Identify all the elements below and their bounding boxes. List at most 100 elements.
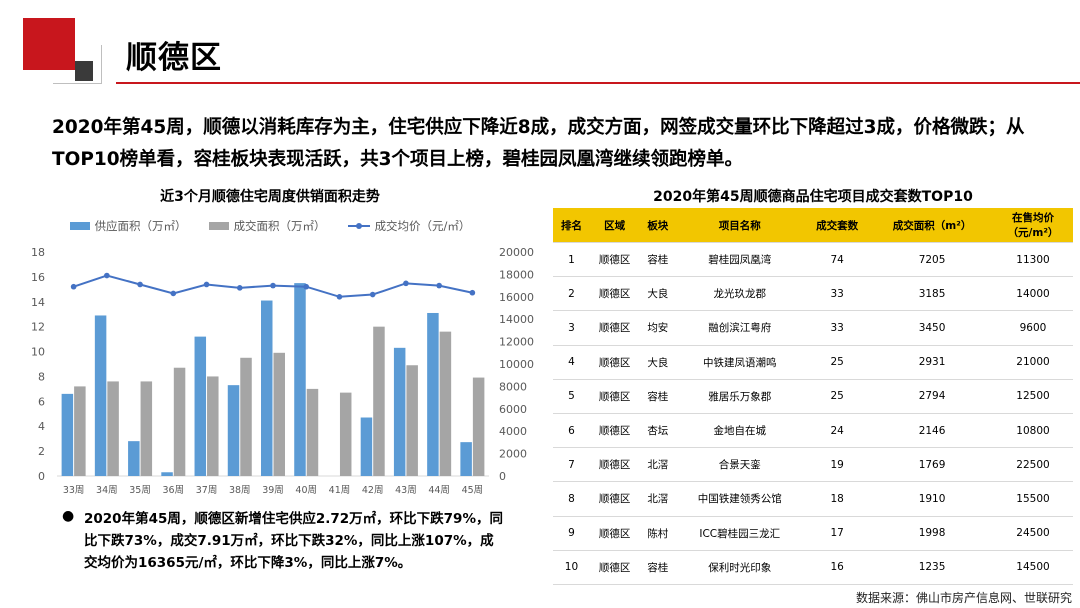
table-row: 6 顺德区 杏坛 金地自在城 24 2146 10800 [553, 412, 1073, 448]
table-cell: 8 [553, 481, 590, 516]
y-tick-label: 4 [38, 420, 45, 433]
table-cell: 顺德区 [589, 344, 640, 380]
table-cell: 24 [803, 412, 872, 448]
table-cell: 14500 [993, 549, 1073, 585]
supply-bar [294, 283, 306, 476]
table-header-cell: 区域 [589, 208, 640, 243]
table-cell: 7 [553, 447, 590, 482]
legend-supply-label: 供应面积（万㎡） [94, 219, 187, 233]
table-cell: 9600 [993, 310, 1073, 346]
y2-tick-label: 16000 [499, 291, 534, 304]
price-point [70, 283, 77, 290]
chart-title: 近3个月顺德住宅周度供销面积走势 [160, 189, 380, 205]
table-cell: 6 [553, 412, 590, 448]
table-cell: 22500 [993, 447, 1073, 482]
legend-price: 成交均价（元/㎡） [347, 218, 470, 234]
deal-bar [439, 331, 452, 476]
legend-supply: 供应面积（万㎡） [69, 218, 187, 234]
table-cell: 碧桂园凤凰湾 [676, 241, 804, 277]
price-point [469, 289, 476, 296]
y-tick-label: 8 [38, 370, 45, 383]
table-cell: 33 [803, 310, 872, 346]
table-cell: ICC碧桂园三龙汇 [676, 515, 804, 551]
deal-bar [406, 365, 418, 476]
table-cell: 12500 [993, 378, 1073, 414]
table-cell: 74 [803, 241, 872, 277]
price-point [104, 272, 110, 279]
table-row: 4 顺德区 大良 中铁建凤语潮鸣 25 2931 21000 [553, 344, 1073, 380]
table-cell: 北滘 [639, 447, 677, 482]
y2-tick-label: 4000 [499, 425, 527, 438]
y2-tick-label: 20000 [499, 246, 534, 259]
table-cell: 龙光玖龙郡 [676, 276, 804, 311]
table-cell: 3185 [871, 276, 993, 311]
y-tick-label: 16 [31, 271, 45, 284]
y-tick-label: 10 [31, 346, 45, 359]
table-row: 9 顺德区 陈村 ICC碧桂园三龙汇 17 1998 24500 [553, 515, 1073, 551]
supply-bar [393, 347, 406, 476]
price-point [236, 285, 243, 291]
x-tick-label: 39周 [262, 485, 284, 496]
summary-paragraph: 2020年第45周，顺德区新增住宅供应2.72万㎡，环比下跌79%，同比下跌73… [84, 511, 503, 571]
supply-bar [427, 312, 439, 476]
price-point [336, 294, 343, 300]
table-header-cell: 成交面积（m²） [871, 208, 993, 243]
table-cell: 3450 [871, 310, 993, 346]
table-row: 2 顺德区 大良 龙光玖龙郡 33 3185 14000 [553, 276, 1073, 311]
table-cell: 33 [803, 276, 872, 311]
table-cell: 11300 [993, 241, 1073, 277]
table-header-cell: 在售均价（元/m²） [993, 208, 1073, 243]
table-cell: 15500 [993, 481, 1073, 516]
table-cell: 1769 [871, 447, 993, 482]
table-cell: 容桂 [639, 241, 677, 277]
table-cell: 4 [553, 344, 590, 380]
table-cell: 雅居乐万象郡 [676, 378, 804, 414]
table-cell: 顺德区 [589, 310, 640, 346]
x-tick-label: 38周 [229, 485, 251, 496]
y2-tick-label: 14000 [499, 313, 534, 326]
table-cell: 顺德区 [589, 276, 640, 311]
table-cell: 7205 [871, 241, 993, 277]
price-point [369, 291, 376, 298]
table-cell: 1 [553, 241, 590, 277]
x-tick-label: 43周 [395, 485, 417, 496]
table-cell: 容桂 [639, 549, 677, 585]
price-point [403, 280, 409, 287]
y2-tick-label: 8000 [499, 380, 527, 393]
x-tick-label: 44周 [428, 485, 450, 496]
table-cell: 2146 [871, 412, 993, 448]
table-row: 5 顺德区 容桂 雅居乐万象郡 25 2794 12500 [553, 378, 1073, 414]
table-header-cell: 成交套数 [803, 208, 872, 243]
table-cell: 顺德区 [589, 241, 640, 277]
supply-bar [161, 472, 173, 476]
supply-deal-chart: 0 2 4 6 8 10 12 14 16 18 0 2000 4000 6000 8000 10000 120… [31, 246, 534, 496]
table-cell: 合景天銮 [676, 447, 804, 482]
price-point [170, 290, 177, 297]
table-cell: 2 [553, 276, 590, 311]
deal-bar [107, 381, 119, 476]
logo-frame [53, 45, 102, 84]
supply-bar [61, 393, 74, 476]
table-cell: 顺德区 [589, 549, 640, 585]
table-cell: 顺德区 [589, 378, 640, 414]
table-cell: 25 [803, 344, 872, 380]
table-cell: 顺德区 [589, 515, 640, 551]
supply-bar [261, 300, 273, 476]
y2-tick-label: 0 [499, 470, 506, 483]
table-cell: 17 [803, 515, 872, 551]
intro-paragraph: 2020年第45周，顺德以消耗库存为主，住宅供应下降近8成，成交方面，网签成交量… [52, 117, 1025, 170]
table-cell: 1910 [871, 481, 993, 516]
supply-bar [360, 417, 373, 476]
x-tick-label: 37周 [196, 485, 218, 496]
table-cell: 1998 [871, 515, 993, 551]
price-point [137, 281, 143, 288]
deal-bar [339, 392, 352, 476]
price-point [436, 282, 442, 289]
table-cell: 顺德区 [589, 447, 640, 482]
x-tick-label: 45周 [462, 485, 484, 496]
table-cell: 19 [803, 447, 872, 482]
table-cell: 1235 [871, 549, 993, 585]
supply-bar [460, 442, 472, 476]
y-tick-label: 6 [38, 395, 45, 408]
y-tick-label: 2 [38, 445, 45, 458]
